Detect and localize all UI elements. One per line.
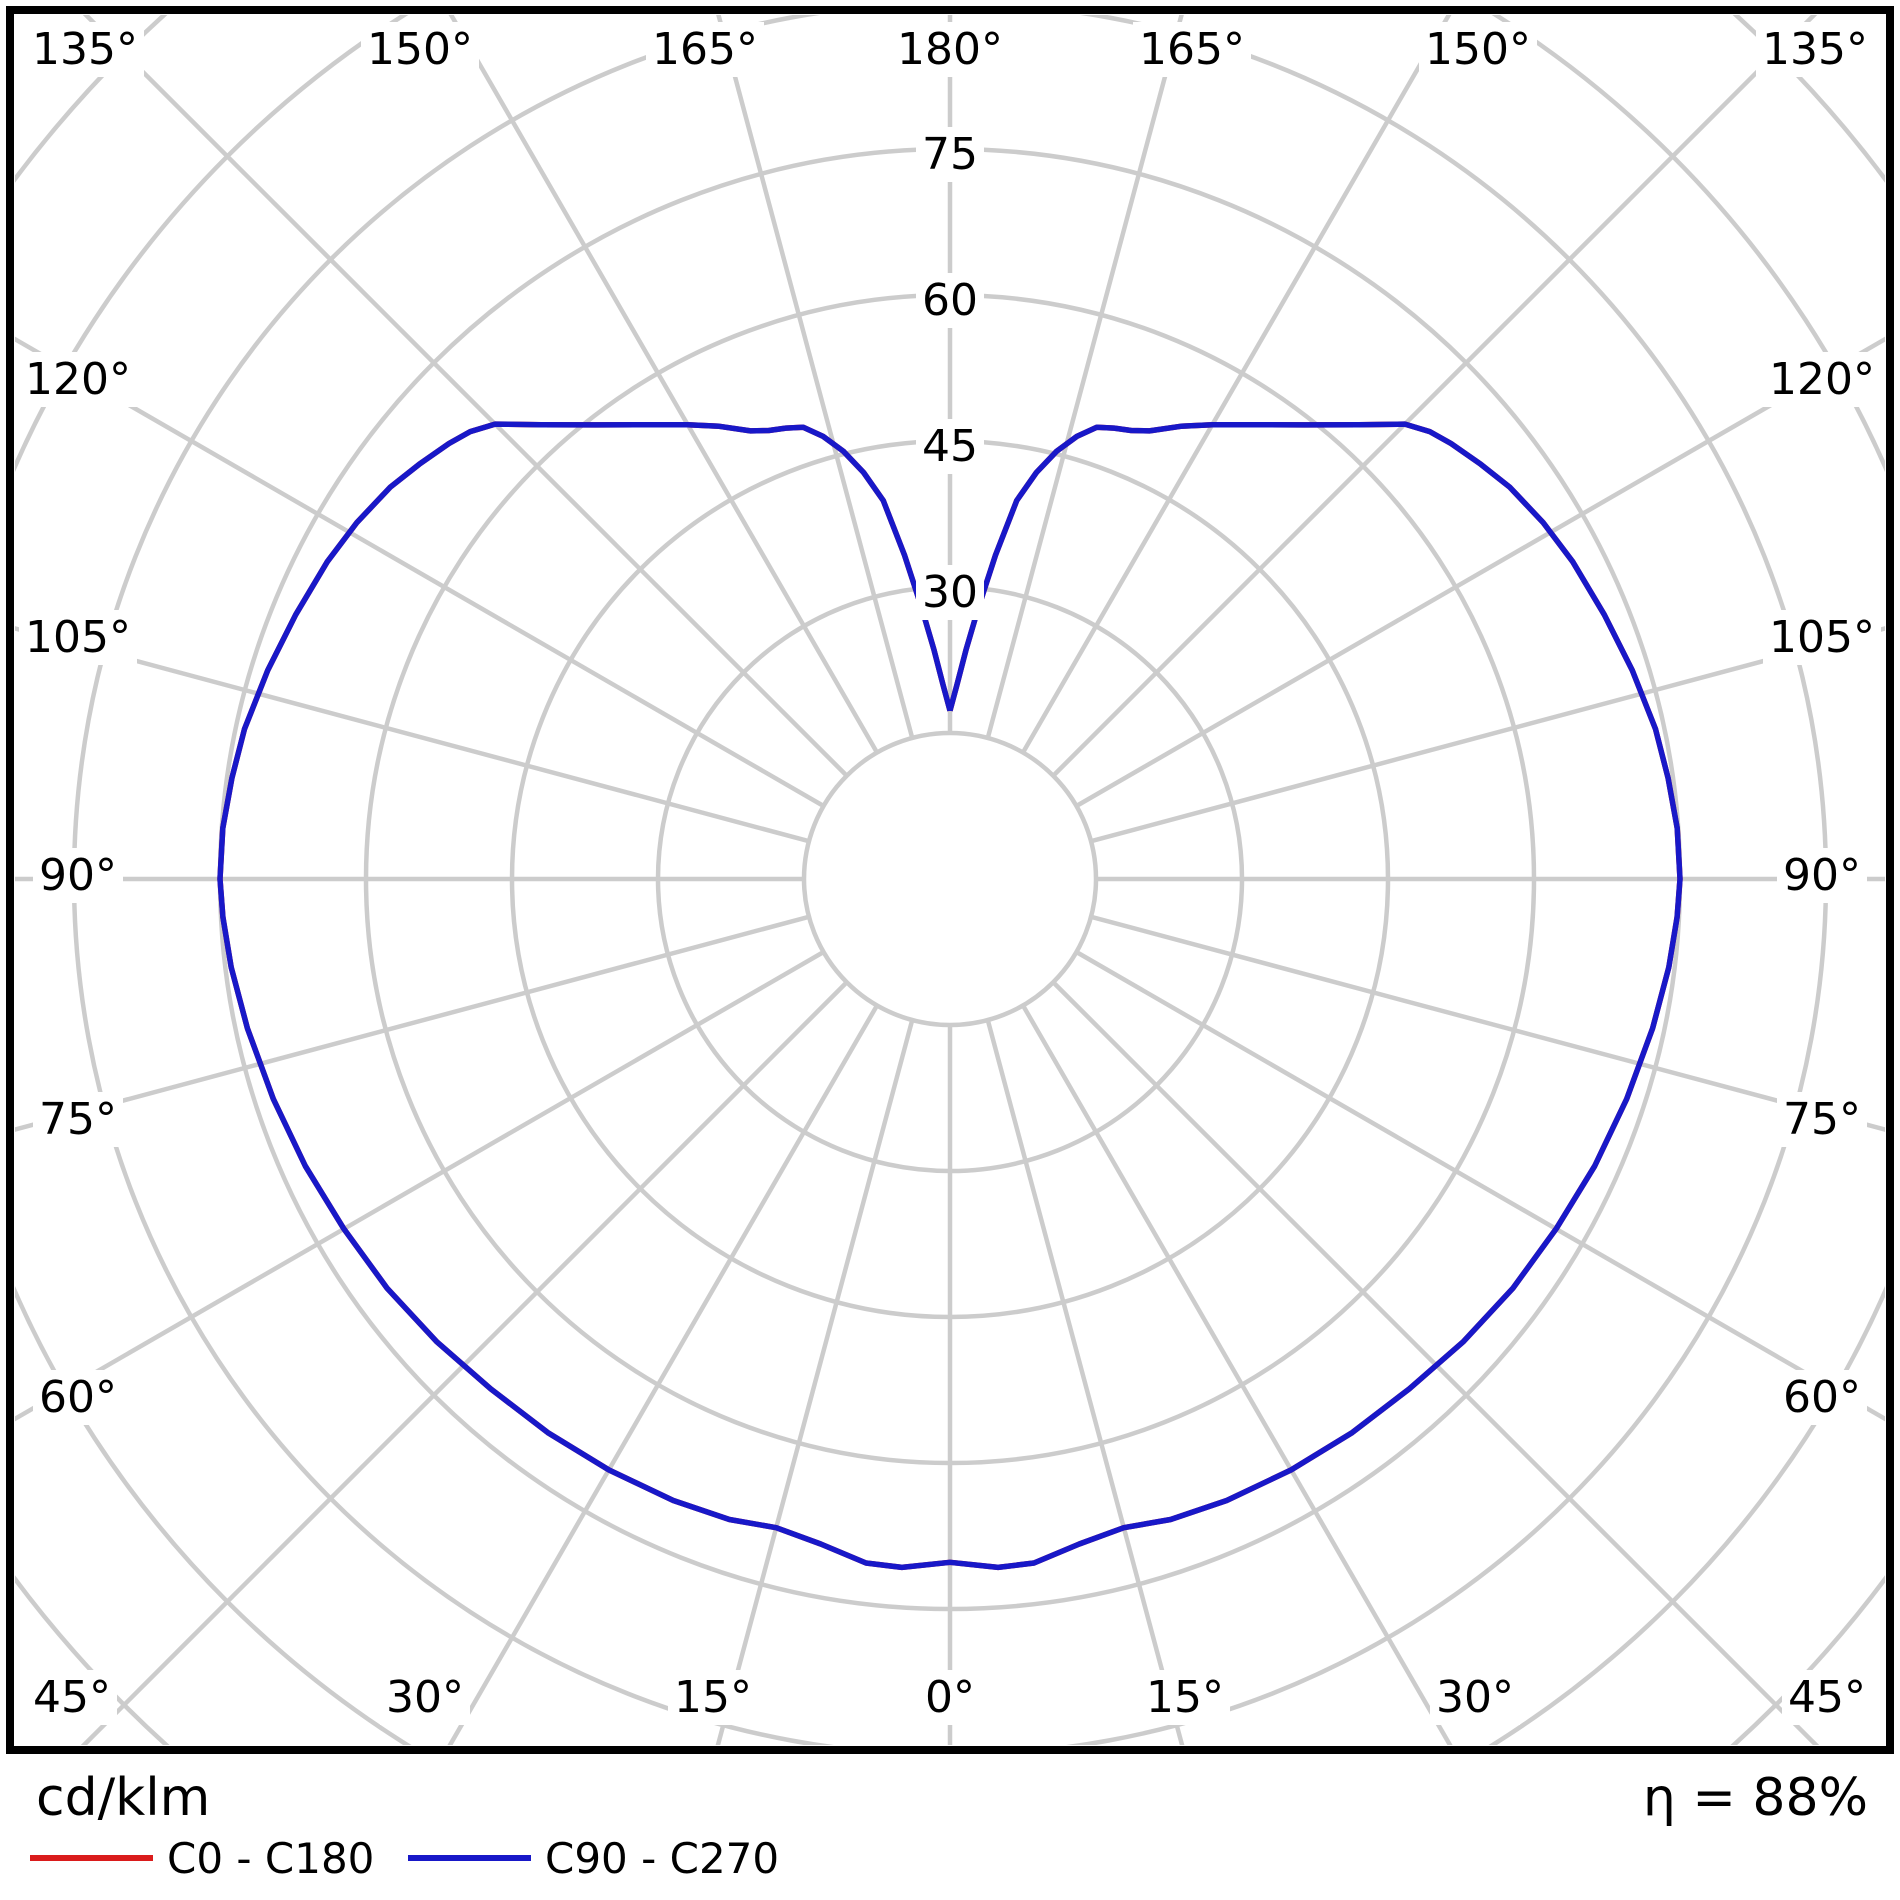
angle-label-left-0-bg (19, 352, 137, 407)
angle-label-top-3-bg (891, 22, 1009, 77)
angle-label-bottom-2-bg (668, 1670, 758, 1725)
axis-labels: 30 45 60 75 135° 150° 165° 180° 165° 150° 135° 120°… (19, 22, 1881, 1725)
legend-label-c90-c270: C90 - C270 (545, 1833, 780, 1883)
curves (217, 421, 1683, 1571)
radial-tick-75-bg (916, 127, 984, 183)
angle-label-right-0: 120° (1769, 354, 1875, 405)
angle-label-bottom-3: 0° (925, 1672, 975, 1723)
radial-line-15 (985, 1019, 1185, 1745)
angle-label-top-4: 165° (1139, 24, 1245, 75)
radial-line-225 (82, 15, 849, 778)
legend-label-c0-c180: C0 - C180 (167, 1833, 375, 1883)
angle-label-top-2-bg (646, 22, 764, 77)
radial-line-150 (1021, 15, 1452, 754)
radial-line-45 (1051, 980, 1820, 1745)
angle-label-left-0: 120° (25, 354, 131, 405)
legend-swatch-red-line (30, 1855, 153, 1861)
angle-label-top-6: 135° (1762, 24, 1868, 75)
radial-line-135 (1051, 15, 1818, 778)
radial-line-75 (1090, 914, 1885, 1132)
angle-label-bottom-1-bg (380, 1670, 470, 1725)
angle-label-bottom-0: 45° (33, 1672, 111, 1723)
angle-label-left-3-bg (33, 1092, 123, 1147)
radial-line-165 (985, 15, 1184, 739)
angle-label-right-1: 105° (1769, 612, 1875, 663)
units-label: cd/klm (36, 1768, 211, 1828)
radial-line-105 (1090, 626, 1885, 844)
angle-label-bottom-4-bg (1140, 1670, 1230, 1725)
angle-label-left-1: 105° (25, 612, 131, 663)
angle-label-right-2-bg (1777, 848, 1867, 903)
angle-label-bottom-5: 30° (1436, 1672, 1514, 1723)
angle-label-right-4: 60° (1783, 1372, 1861, 1423)
angle-label-bottom-6-bg (1782, 1670, 1872, 1725)
angle-label-bottom-6: 45° (1788, 1672, 1866, 1723)
angle-label-top-4-bg (1133, 22, 1251, 77)
radial-line-255 (15, 626, 810, 844)
radial-line-330 (447, 1004, 879, 1745)
radial-tick-45: 45 (922, 421, 978, 472)
angle-label-top-0-bg (26, 22, 144, 77)
angle-label-bottom-4: 15° (1146, 1672, 1224, 1723)
efficiency-label: η = 88% (1642, 1768, 1868, 1828)
angle-label-bottom-3-bg (919, 1670, 981, 1725)
angle-label-left-4-bg (33, 1370, 123, 1425)
radial-line-120 (1075, 336, 1885, 808)
angle-label-bottom-5-bg (1430, 1670, 1520, 1725)
radial-tick-30-bg (916, 565, 984, 621)
angle-label-top-0: 135° (32, 24, 138, 75)
radial-tick-75: 75 (922, 129, 978, 180)
radial-line-30 (1021, 1004, 1453, 1745)
radial-line-300 (15, 950, 825, 1422)
angle-label-top-1-bg (361, 22, 479, 77)
angle-label-top-6-bg (1756, 22, 1874, 77)
legend-item-c0-c180: C0 - C180 (30, 1832, 374, 1884)
angle-label-top-1: 150° (367, 24, 473, 75)
angle-label-right-4-bg (1777, 1370, 1867, 1425)
angle-label-top-5-bg (1419, 22, 1537, 77)
radial-tick-60: 60 (922, 275, 978, 326)
radial-line-60 (1075, 950, 1885, 1422)
radial-line-240 (15, 336, 825, 808)
angle-label-top-2: 165° (652, 24, 758, 75)
radial-tick-60-bg (916, 273, 984, 329)
angle-label-left-3: 75° (39, 1094, 117, 1145)
curve-c90-c270 (217, 421, 1683, 1571)
angle-label-left-2-bg (33, 848, 123, 903)
legend-item-c90-c270: C90 - C270 (408, 1832, 779, 1884)
radial-line-210 (448, 15, 879, 754)
angle-label-left-4: 60° (39, 1372, 117, 1423)
angle-label-right-1-bg (1763, 610, 1881, 665)
angle-label-left-2: 90° (39, 850, 117, 901)
angle-label-right-0-bg (1763, 352, 1881, 407)
angle-label-bottom-2: 15° (674, 1672, 752, 1723)
angle-label-top-3: 180° (897, 24, 1003, 75)
angle-label-top-5: 150° (1425, 24, 1531, 75)
angle-label-bottom-0-bg (27, 1670, 117, 1725)
radial-line-315 (80, 980, 849, 1745)
radial-line-345 (715, 1019, 915, 1745)
angle-label-left-1-bg (19, 610, 137, 665)
legend-swatch-blue-line (408, 1855, 531, 1861)
angle-label-right-2: 90° (1783, 850, 1861, 901)
radial-line-285 (15, 914, 810, 1132)
radial-line-195 (716, 15, 915, 739)
radial-tick-30: 30 (922, 567, 978, 618)
angle-label-right-3-bg (1777, 1092, 1867, 1147)
radial-tick-45-bg (916, 419, 984, 475)
angle-label-right-3: 75° (1783, 1094, 1861, 1145)
angle-label-bottom-1: 30° (386, 1672, 464, 1723)
